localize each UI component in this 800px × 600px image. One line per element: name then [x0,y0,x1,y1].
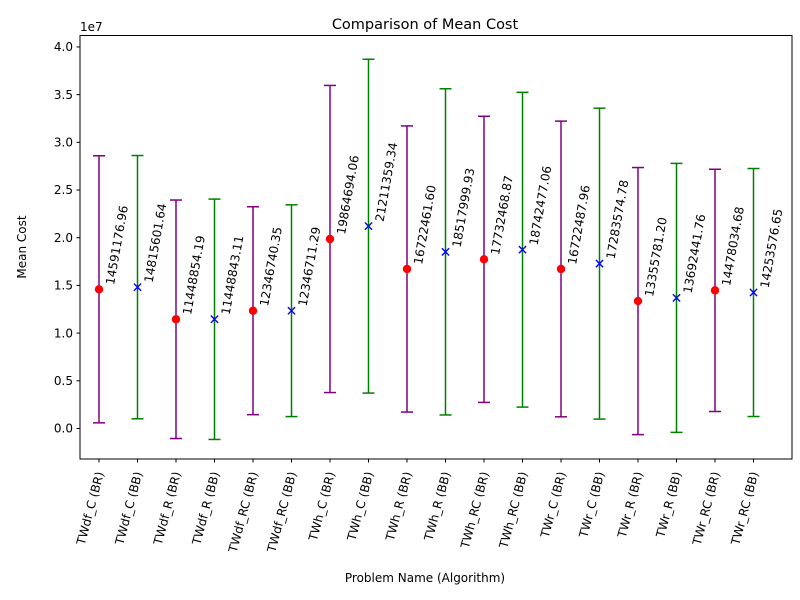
data-point [595,259,604,268]
data-point [633,296,643,306]
data-point [518,245,527,254]
data-label: 14815601.64 [142,202,170,283]
x-axis-title: Problem Name (Algorithm) [345,571,505,585]
data-label: 14253576.65 [758,208,786,289]
data-point [479,255,489,264]
x-tick-label: TWdf_RC (BR) [226,470,261,555]
data-point [710,286,720,295]
data-point [133,283,142,292]
data-label: 11448843.11 [219,234,247,315]
y-tick-label: 3.0 [54,136,73,150]
y-tick-label: 4.0 [54,40,73,54]
x-tick-label: TWr_C (BB) [576,470,607,540]
chart-title: Comparison of Mean Cost [332,17,519,33]
x-tick-label: TWdf_C (BB) [112,470,145,547]
data-point [749,288,758,297]
data-point-stroke [133,283,142,292]
data-label: 21211359.34 [373,141,401,222]
data-point [287,306,296,315]
data-point [171,315,181,324]
x-tick-label: TWh_RC (BR) [458,470,492,551]
data-point [556,264,566,274]
y-tick-label: 0.5 [54,374,73,388]
x-tick-label: TWr_R (BB) [653,470,684,540]
data-label: 13355781.20 [642,216,670,297]
data-point [210,315,219,324]
x-tick-label: TWdf_R (BB) [189,470,222,547]
y-tick-label: 0.0 [54,422,73,436]
data-point [325,234,335,244]
data-label: 11448854.19 [180,234,208,315]
data-point-stroke [518,245,527,254]
y-axis: 0.0 0.5 1.0 1.5 2.0 2.5 3.0 3.5 4.0 [54,40,80,436]
x-tick-label: TWh_C (BB) [344,470,376,543]
data-label: 16722487.96 [565,184,593,265]
data-point [672,293,681,302]
y-tick-label: 1.0 [54,326,73,340]
data-point [402,264,412,274]
y-tick-label: 1.5 [54,279,73,293]
x-tick-label: TWh_R (BB) [421,470,453,543]
data-label: 19864694.06 [334,154,362,235]
data-point-stroke [595,259,604,268]
y-tick-label: 3.5 [54,88,73,102]
x-tick-label: TWh_RC (BB) [496,470,530,550]
data-label: 14478034.68 [719,206,747,287]
y-tick-label: 2.0 [54,231,73,245]
x-tick-label: TWh_R (BR) [383,470,415,543]
data-point [441,247,450,256]
x-tick-label: TWr_RC (BR) [690,470,723,547]
x-tick-label: TWr_RC (BB) [728,470,761,547]
data-label: 18742477.06 [527,165,555,246]
x-tick-label: TWdf_C (BR) [74,470,107,547]
x-tick-label: TWr_C (BR) [538,470,569,540]
x-axis: TWdf_C (BR) TWdf_C (BB) TWdf_R (BR) TWdf_R … [74,459,761,555]
y-axis-title: Mean Cost [15,215,29,278]
data-label: 12346711.29 [296,226,324,307]
data-label: 14591176.96 [103,204,131,285]
data-label: 18517999.93 [450,167,478,248]
data-point [94,285,104,294]
plot-area [79,35,793,460]
data-label: 12346740.35 [257,226,285,307]
data-label: 17732468.87 [488,174,516,255]
data-label: 13692441.76 [681,213,709,294]
data-labels: 14591176.96 11448854.19 12346740.35 1986469… [103,141,785,316]
data-label: 17283574.78 [604,179,632,260]
x-tick-label: TWh_C (BR) [306,470,338,543]
data-point-stroke [749,288,758,297]
x-tick-label: TWdf_R (BR) [151,470,184,547]
data-point-stroke [210,315,219,324]
data-point [364,222,373,231]
plot-frame [79,35,793,460]
y-tick-label: 2.5 [54,183,73,197]
x-tick-label: TWdf_RC (BB) [264,470,299,555]
data-point [248,306,258,315]
data-label: 16722461.60 [411,184,439,265]
data-markers [94,222,758,324]
data-point-stroke [441,247,450,256]
data-point-stroke [364,222,373,231]
y-offset-label: 1e7 [80,20,103,34]
data-point-stroke [672,293,681,302]
data-point-stroke [287,306,296,315]
x-tick-label: TWr_R (BR) [615,470,646,540]
